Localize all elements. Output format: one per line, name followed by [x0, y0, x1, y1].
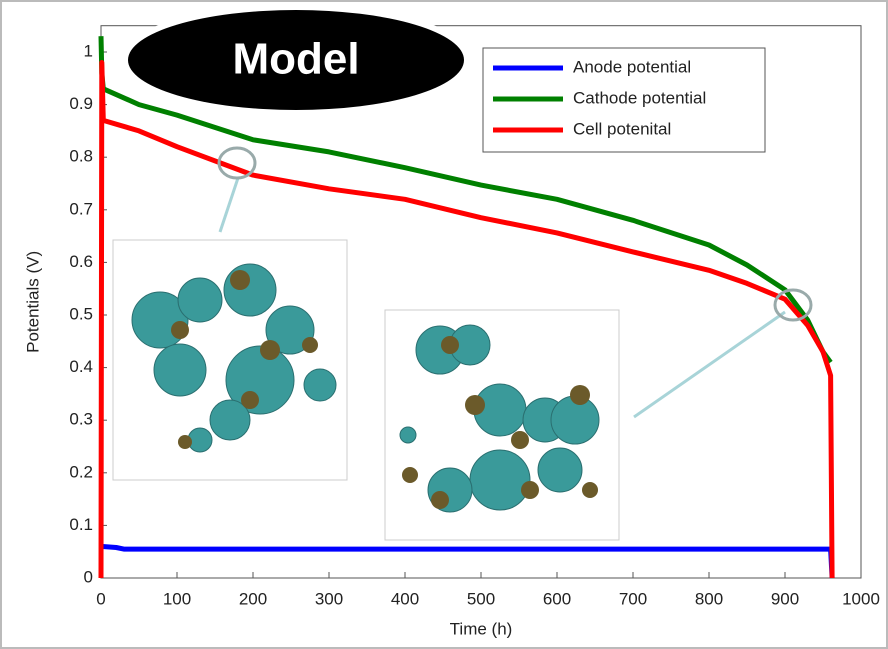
y-tick-label: 0.1 — [69, 515, 93, 534]
arrow — [633, 310, 786, 419]
y-tick-label: 0.3 — [69, 410, 93, 429]
x-axis-label: Time (h) — [450, 619, 513, 638]
y-tick-label: 0.7 — [69, 199, 93, 218]
x-tick-label: 400 — [391, 589, 419, 608]
x-tick-label: 200 — [239, 589, 267, 608]
badge-label: Model — [232, 35, 359, 84]
particles — [399, 324, 600, 513]
y-tick-label: 0.5 — [69, 304, 93, 323]
inset-right — [384, 288, 813, 541]
inset-left — [112, 146, 348, 481]
y-tick-label: 0.9 — [69, 94, 93, 113]
x-tick-label: 0 — [96, 589, 105, 608]
highlight — [217, 146, 257, 180]
y-tick-label: 0.8 — [69, 147, 93, 166]
x-tick-label: 600 — [543, 589, 571, 608]
particles-dark — [171, 270, 318, 449]
badge — [128, 10, 464, 110]
legend-label: Anode potential — [573, 57, 691, 76]
y-tick-label: 0.6 — [69, 252, 93, 271]
y-tick-label: 0.4 — [69, 357, 93, 376]
legend-label: Cathode potential — [573, 88, 706, 107]
y-tick-label: 1 — [84, 41, 93, 60]
arrow — [218, 177, 240, 233]
legend-label: Cell potenital — [573, 119, 671, 138]
x-tick-label: 500 — [467, 589, 495, 608]
x-tick-label: 300 — [315, 589, 343, 608]
series-line — [98, 36, 833, 364]
highlight — [773, 288, 813, 322]
particles-dark — [402, 336, 598, 509]
x-tick-label: 100 — [163, 589, 191, 608]
legend: Anode potential Cathode potential Cell pot… — [482, 47, 766, 153]
series-line — [100, 543, 835, 579]
particles — [131, 263, 337, 453]
y-tick-label: 0 — [84, 567, 93, 586]
series-line — [98, 60, 835, 579]
y-axis-label: Potentials (V) — [23, 251, 42, 353]
x-tick-label: 1000 — [842, 589, 880, 608]
x-tick-label: 900 — [771, 589, 799, 608]
x-tick-label: 700 — [619, 589, 647, 608]
y-tick-label: 0.2 — [69, 462, 93, 481]
x-tick-label: 800 — [695, 589, 723, 608]
